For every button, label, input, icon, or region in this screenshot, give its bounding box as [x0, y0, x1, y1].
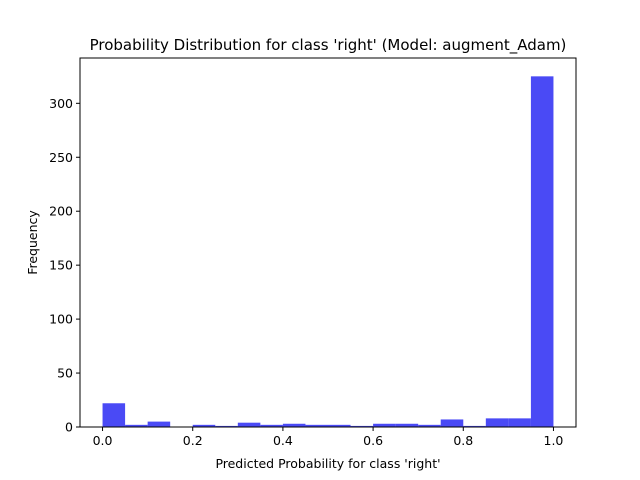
y-tick-label: 0 — [65, 420, 73, 435]
x-tick-label: 0.0 — [93, 433, 113, 448]
histogram-bar — [463, 425, 486, 427]
y-tick-label: 50 — [57, 366, 73, 381]
histogram-bar — [350, 425, 374, 427]
histogram-bar — [237, 422, 261, 427]
histogram-bar — [530, 76, 554, 427]
y-tick-label: 300 — [49, 96, 73, 111]
x-tick-label: 0.2 — [183, 433, 203, 448]
histogram-bar — [305, 424, 328, 427]
histogram-bar — [147, 421, 171, 427]
histogram-bar — [418, 424, 441, 427]
histogram-bar — [485, 418, 509, 427]
histogram-bar — [282, 423, 306, 427]
histogram-bar — [192, 424, 216, 427]
histogram-bar — [395, 423, 419, 427]
y-axis-label: Frequency — [25, 210, 40, 275]
x-tick-label: 0.8 — [453, 433, 473, 448]
histogram-bar — [125, 424, 148, 427]
y-tick-label: 200 — [49, 204, 73, 219]
y-tick-label: 250 — [49, 150, 73, 165]
x-axis-ticks: 0.0 0.2 0.4 0.6 0.8 1.0 — [93, 427, 564, 448]
histogram-bar — [102, 403, 126, 427]
x-axis-label: Predicted Probability for class 'right' — [215, 456, 440, 471]
histogram-bar — [260, 424, 283, 427]
x-tick-label: 0.4 — [273, 433, 293, 448]
y-tick-label: 150 — [49, 258, 73, 273]
y-axis-ticks: 0 50 100 150 200 250 300 — [49, 96, 80, 435]
histogram-bars — [102, 76, 554, 427]
chart-title: Probability Distribution for class 'righ… — [90, 36, 567, 55]
histogram-bar — [328, 424, 351, 427]
x-tick-label: 1.0 — [544, 433, 564, 448]
histogram-bar — [215, 425, 238, 427]
plot-frame — [79, 57, 577, 428]
y-tick-label: 100 — [49, 312, 73, 327]
x-tick-label: 0.6 — [363, 433, 383, 448]
histogram-bar — [508, 418, 531, 427]
histogram-bar — [440, 419, 464, 427]
histogram-bar — [373, 423, 396, 427]
